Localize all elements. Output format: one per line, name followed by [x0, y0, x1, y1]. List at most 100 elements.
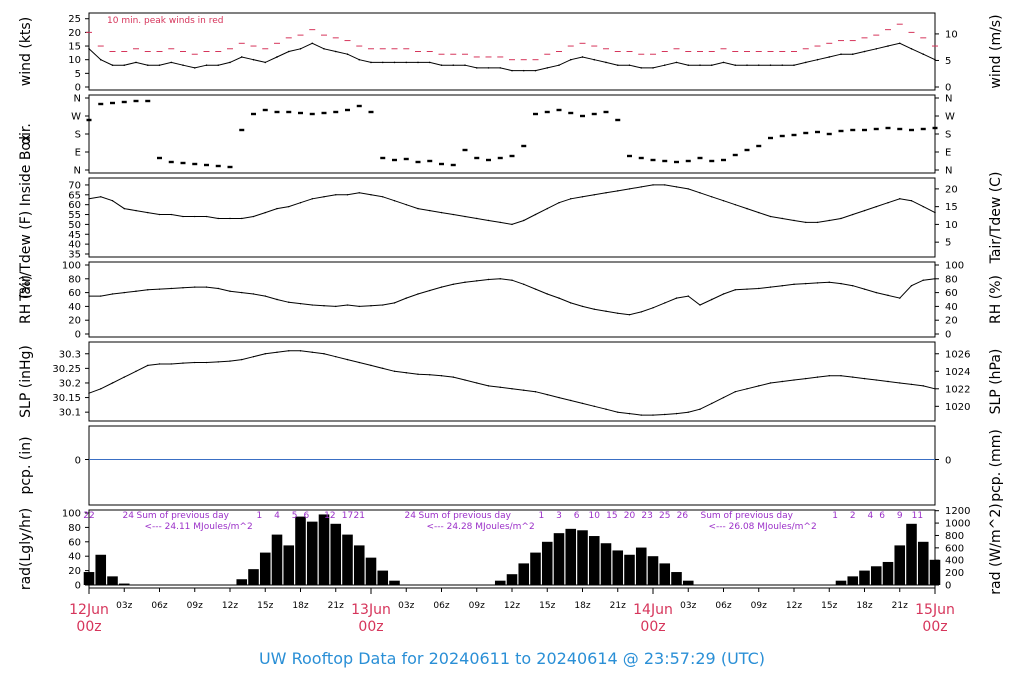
wind-speed-point	[475, 67, 478, 69]
series-point	[828, 374, 830, 377]
wind-speed-point	[840, 53, 842, 56]
series-point	[499, 278, 501, 280]
hour-mark-label: 1	[257, 511, 263, 521]
wind-direction-mark	[544, 110, 550, 114]
series-point	[511, 388, 513, 390]
hour-mark-label: 23	[641, 511, 652, 521]
radiation-bar	[929, 559, 941, 585]
wind-speed-point	[734, 64, 737, 66]
y-axis-label-left: pcp. (in)	[18, 436, 34, 494]
series-point	[934, 211, 936, 214]
y-tick-label-right: 100	[945, 261, 964, 272]
series-point	[652, 307, 654, 309]
series-point	[229, 290, 231, 292]
series-point	[781, 285, 783, 287]
time-tick-label: 12z	[504, 601, 520, 611]
y-tick-label-left: E	[75, 148, 81, 159]
wind-speed-point	[863, 50, 866, 53]
wind-direction-mark	[744, 148, 750, 152]
radiation-bar	[271, 534, 283, 585]
series-point	[88, 392, 90, 394]
series-point	[405, 372, 407, 374]
series-point	[323, 196, 325, 198]
series-point	[546, 207, 548, 210]
y-tick-label-right: W	[945, 112, 955, 123]
series-point	[135, 209, 137, 212]
wind-direction-mark	[674, 160, 679, 164]
series-point	[111, 200, 114, 202]
wind-direction-mark	[227, 165, 233, 169]
series-point	[593, 405, 595, 408]
series-point	[452, 376, 454, 378]
wind-speed-point	[828, 56, 831, 58]
figure-title: UW Rooftop Data for 20240611 to 20240614…	[259, 649, 765, 668]
series-point	[863, 209, 866, 212]
wind-speed-point	[663, 64, 666, 66]
series-point	[675, 412, 678, 415]
panel-frame	[88, 341, 936, 422]
y-tick-label-left: 0	[75, 330, 81, 341]
series-point	[217, 361, 219, 363]
wind-speed-point	[569, 58, 572, 61]
y-tick-label-left: 60	[68, 537, 81, 548]
series-point	[887, 380, 889, 383]
y-tick-label-left: 20	[68, 28, 81, 39]
series-point	[487, 219, 490, 222]
series-point	[793, 219, 795, 222]
series-point	[311, 351, 313, 353]
hour-mark-label: 1	[832, 511, 838, 521]
wind-direction-mark	[345, 108, 350, 112]
wind-direction-mark	[732, 153, 738, 157]
wind-speed-point	[887, 45, 889, 47]
y-tick-label-left: W	[71, 112, 81, 123]
day-date-label: 15Jun	[915, 602, 955, 618]
y-tick-label-right: 0	[945, 456, 951, 467]
wind-direction-mark	[427, 159, 433, 163]
y-tick-label-left: 45	[68, 230, 81, 241]
radiation-bar	[83, 572, 95, 585]
series-point	[922, 279, 924, 281]
series-point	[158, 213, 161, 216]
time-tick-label: 15z	[257, 601, 273, 611]
y-axis-label-right: SLP (hPa)	[988, 349, 1004, 415]
series-point	[734, 391, 736, 393]
radiation-bar	[107, 576, 118, 585]
wind-direction-mark	[897, 127, 903, 131]
radiation-bar	[553, 533, 565, 585]
series-point	[194, 361, 196, 364]
time-tick-label: 06z	[433, 601, 449, 611]
hour-mark-label: 5	[292, 511, 298, 521]
y-tick-label-right: 200	[945, 568, 964, 579]
radiation-bar	[530, 552, 541, 585]
wind-speed-point	[252, 58, 255, 61]
series-point	[910, 200, 913, 202]
hour-mark-label: 2	[850, 511, 856, 521]
wind-speed-point	[546, 67, 549, 69]
hour-mark-label: 6	[879, 511, 885, 521]
hour-mark-label: 3	[556, 511, 562, 521]
y-tick-label-right: 0	[945, 330, 951, 341]
y-tick-label-right: 0	[945, 83, 951, 94]
series-point	[147, 289, 149, 291]
series-point	[299, 202, 302, 204]
y-tick-label-right: 5	[945, 238, 951, 249]
y-tick-label-left: 15	[68, 42, 81, 53]
hour-mark-label: 12	[324, 511, 335, 521]
wind-speed-point	[605, 61, 607, 64]
day-date-label: 13Jun	[351, 602, 391, 618]
time-tick-label: 03z	[680, 601, 696, 611]
y-axis-label-left: Tair/Tdew (F) Inside Box	[18, 134, 34, 302]
series-point	[852, 285, 854, 287]
series-point	[123, 376, 125, 378]
series-point	[734, 289, 736, 291]
wind-direction-mark	[415, 160, 421, 164]
series-point	[511, 223, 513, 226]
radiation-bar	[295, 516, 306, 585]
wind-direction-mark	[509, 154, 515, 158]
series-point	[405, 297, 407, 299]
wind-speed-point	[428, 61, 431, 64]
wind-direction-mark	[826, 132, 832, 136]
radiation-bar	[635, 547, 647, 585]
series-point	[299, 350, 302, 352]
wind-speed-point	[358, 58, 361, 61]
